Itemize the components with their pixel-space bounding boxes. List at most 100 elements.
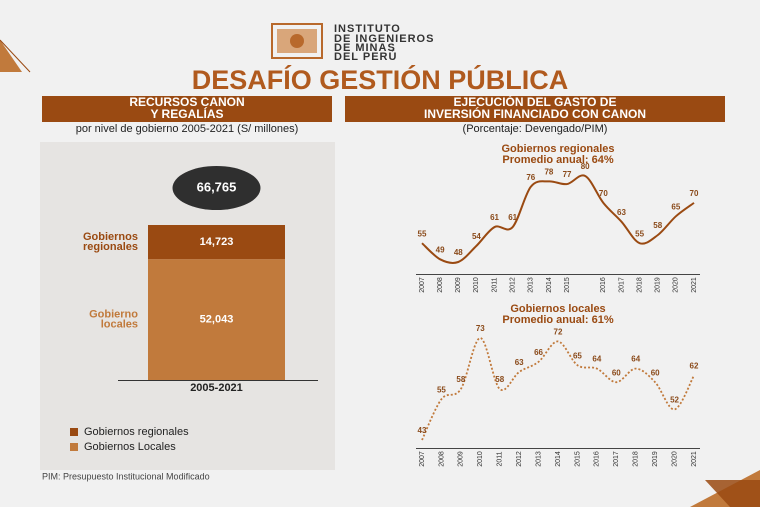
line-chart-title: Gobiernos locales (510, 303, 605, 315)
x-tick-label: 2013 (535, 451, 542, 467)
data-label: 58 (495, 375, 504, 384)
x-tick-label: 2011 (497, 451, 504, 466)
x-tick-label: 2010 (477, 451, 484, 467)
x-tick-label: 2007 (419, 451, 426, 467)
data-line (421, 337, 695, 441)
data-label: 77 (563, 170, 572, 179)
data-label: 54 (472, 232, 481, 241)
segment-side-label: Gobiernos (83, 231, 138, 243)
x-tick-label: 2016 (594, 451, 601, 467)
x-tick-label: 2013 (528, 277, 535, 293)
x-tick-label: 2019 (655, 277, 662, 293)
data-label: 61 (508, 213, 517, 222)
legend-swatch (70, 428, 78, 436)
data-label: 60 (612, 368, 621, 377)
data-label: 76 (526, 173, 535, 182)
line-chart-title: Gobiernos regionales (501, 143, 614, 155)
data-label: 70 (690, 189, 699, 198)
x-tick-label: 2005-2021 (190, 382, 243, 394)
legend-swatch (70, 443, 78, 451)
panel-subtitle: por nivel de gobierno 2005-2021 (S/ mill… (76, 123, 299, 135)
data-label: 64 (631, 355, 640, 364)
x-tick-label: 2021 (691, 451, 698, 467)
data-label: 58 (653, 221, 662, 230)
data-label: 58 (456, 375, 465, 384)
x-tick-label: 2010 (473, 277, 480, 293)
logo (271, 23, 323, 59)
x-tick-label: 2008 (437, 277, 444, 293)
panel-title: Y REGALÍAS (150, 106, 223, 121)
data-label: 70 (599, 189, 608, 198)
bar-segment (148, 259, 285, 380)
x-tick-label: 2011 (491, 277, 498, 292)
data-label: 43 (418, 426, 427, 435)
institute-line: DEL PERÚ (334, 50, 397, 63)
data-line (421, 174, 695, 264)
panel-subtitle: (Porcentaje: Devengado/PIM) (463, 123, 608, 135)
x-tick-label: 2008 (438, 451, 445, 467)
x-tick-label: 2020 (671, 451, 678, 467)
x-tick-label: 2017 (618, 277, 625, 293)
segment-side-label: regionales (83, 241, 138, 253)
institute-line: INSTITUTO (334, 23, 401, 35)
logo-emblem (290, 34, 304, 48)
panel-title: INVERSIÓN FINANCIADO CON CANON (424, 106, 646, 121)
data-label: 64 (592, 355, 601, 364)
panel-header (42, 96, 332, 122)
x-tick-label: 2020 (673, 277, 680, 293)
data-label: 60 (651, 368, 660, 377)
data-label: 66 (534, 348, 543, 357)
data-label: 63 (617, 208, 626, 217)
institute-line: DE MINAS (334, 42, 396, 54)
x-tick-label: 2018 (636, 277, 643, 293)
x-tick-label: 2014 (555, 451, 562, 467)
line-chart-title: Promedio anual: 64% (502, 154, 613, 166)
institute-line: DE INGENIEROS (334, 33, 434, 45)
data-label: 65 (671, 202, 680, 211)
panel-header (345, 96, 725, 122)
x-tick-label: 2021 (691, 277, 698, 293)
legend-label: Gobiernos Locales (84, 441, 176, 453)
x-tick-label: 2015 (574, 451, 581, 467)
footnote: PIM: Presupuesto Institucional Modificad… (42, 471, 210, 481)
line-chart-title: Promedio anual: 61% (502, 314, 613, 326)
decor-line (0, 39, 31, 73)
data-label: 73 (476, 324, 485, 333)
data-label: 55 (437, 385, 446, 394)
segment-value-label: 52,043 (200, 313, 234, 325)
x-tick-label: 2014 (546, 277, 553, 293)
data-label: 78 (544, 167, 553, 176)
panel-title: EJECUCIÓN DEL GASTO DE (454, 94, 617, 109)
x-tick-label: 2009 (458, 451, 465, 467)
x-tick-label: 2018 (633, 451, 640, 467)
total-badge (172, 166, 261, 210)
data-label: 55 (418, 229, 427, 238)
total-label: 66,765 (197, 179, 237, 194)
x-tick-label: 2019 (652, 451, 659, 467)
bar-segment (148, 225, 285, 260)
segment-side-label: locales (101, 318, 138, 330)
data-label: 80 (581, 162, 590, 171)
logo-frame (271, 23, 323, 59)
data-label: 48 (454, 248, 463, 257)
x-tick-label: 2016 (600, 277, 607, 293)
legend-label: Gobiernos regionales (84, 426, 189, 438)
x-tick-label: 2015 (564, 277, 571, 293)
x-tick-label: 2012 (510, 277, 517, 293)
panel-title: RECURSOS CANON (129, 95, 244, 109)
data-label: 72 (554, 328, 563, 337)
x-tick-label: 2017 (613, 451, 620, 467)
data-label: 62 (690, 362, 699, 371)
main-title: DESAFÍO GESTIÓN PÚBLICA (192, 64, 569, 95)
data-label: 49 (436, 245, 445, 254)
data-label: 63 (515, 358, 524, 367)
x-tick-label: 2007 (419, 277, 426, 293)
x-tick-label: 2012 (516, 451, 523, 467)
data-label: 55 (635, 229, 644, 238)
data-label: 61 (490, 213, 499, 222)
data-label: 52 (670, 396, 679, 405)
segment-side-label: Gobierno (89, 308, 138, 320)
decor-triangle (705, 480, 760, 507)
decor-triangle (0, 40, 22, 72)
